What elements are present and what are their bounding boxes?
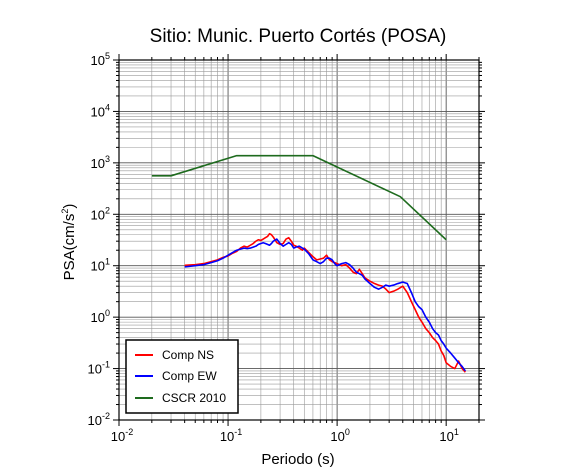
tick-label-x: 10-1 — [220, 427, 242, 444]
series-line-cscr-2010 — [151, 154, 447, 241]
legend-label-comp-ew: Comp EW — [162, 369, 217, 383]
tick-label-y: 101 — [91, 257, 110, 274]
ticks: 10-2 10-1 100 101 10-2 10-1 100 101 102 103 104 105 — [88, 51, 485, 444]
plot-frame — [118, 59, 480, 421]
x-axis-label: Periodo (s) — [261, 451, 334, 468]
tick-label-x: 100 — [330, 427, 349, 444]
tick-label-y: 10-2 — [88, 411, 110, 428]
tick-label-y: 103 — [91, 154, 110, 171]
y-axis-label-tail: ) — [61, 204, 78, 209]
y-axis-label-superscript: 2 — [60, 209, 70, 214]
y-axis-label: PSA(cm/s2) — [60, 204, 78, 281]
series-line-comp-ew — [184, 238, 467, 372]
grid — [118, 60, 480, 421]
legend-label-cscr-2010: CSCR 2010 — [162, 391, 226, 405]
legend-label-comp-ns: Comp NS — [162, 348, 214, 362]
series-layer — [151, 154, 467, 373]
chart-title: Sitio: Munic. Puerto Cortés (POSA) — [150, 26, 447, 47]
tick-label-x: 101 — [439, 427, 458, 444]
tick-label-y: 102 — [91, 205, 110, 222]
y-axis-label-main: PSA(cm/s — [61, 214, 78, 281]
legend: Comp NS Comp EW CSCR 2010 — [125, 339, 239, 414]
tick-label-y: 104 — [91, 102, 110, 119]
tick-label-x: 10-2 — [111, 427, 133, 444]
series-line-comp-ns — [184, 232, 466, 373]
tick-label-y: 105 — [91, 51, 110, 68]
tick-label-y: 10-1 — [88, 360, 110, 377]
tick-label-y: 100 — [91, 308, 110, 325]
